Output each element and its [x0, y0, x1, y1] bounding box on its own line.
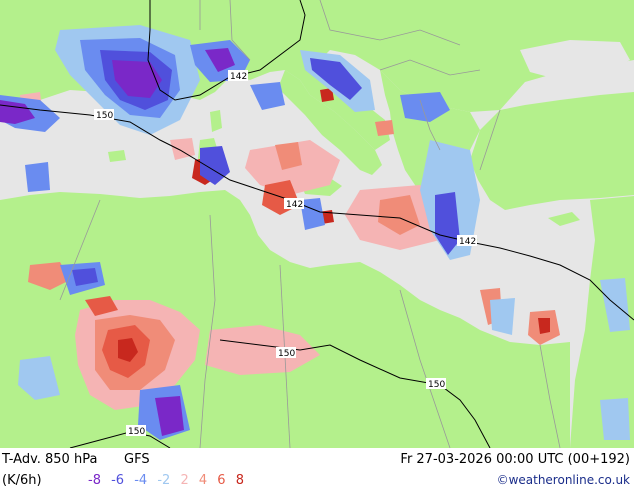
legend-item: -8 [88, 473, 101, 488]
map-title: T-Adv. 850 hPa [2, 452, 98, 467]
contour-label-150-sw: 150 [128, 427, 145, 437]
legend-item: 4 [198, 473, 208, 488]
legend-item: -6 [111, 473, 125, 488]
legend-item: -2 [157, 473, 171, 488]
weather-map: 142 142 142 150 150 150 150 [0, 0, 634, 448]
model-name: GFS [124, 452, 150, 467]
legend-item: 6 [217, 473, 226, 488]
legend-item: -4 [134, 473, 148, 488]
credit-link[interactable]: ©weatheronline.co.uk [496, 473, 630, 487]
contour-label-142-east: 142 [459, 237, 476, 247]
cold-advection-areas [0, 25, 630, 440]
contour-label-150-west: 150 [96, 111, 113, 121]
valid-datetime: Fr 27-03-2026 00:00 UTC (00+192) [400, 452, 630, 467]
contour-labels: 142 142 142 150 150 150 150 [94, 70, 477, 437]
contour-label-142-center: 142 [286, 200, 303, 210]
legend-item: 8 [235, 473, 244, 488]
contour-label-150-south1: 150 [278, 349, 295, 359]
contour-label-150-south2: 150 [428, 380, 445, 390]
country-boundaries [59, 0, 561, 448]
legend-item: 2 [180, 473, 189, 488]
map-footer: T-Adv. 850 hPa GFS Fr 27-03-2026 00:00 U… [0, 448, 634, 490]
contour-label-142-north: 142 [230, 72, 247, 82]
color-legend: -8 -6 -4 -2 2 4 6 8 [88, 473, 250, 488]
unit-label: (K/6h) [2, 473, 42, 488]
